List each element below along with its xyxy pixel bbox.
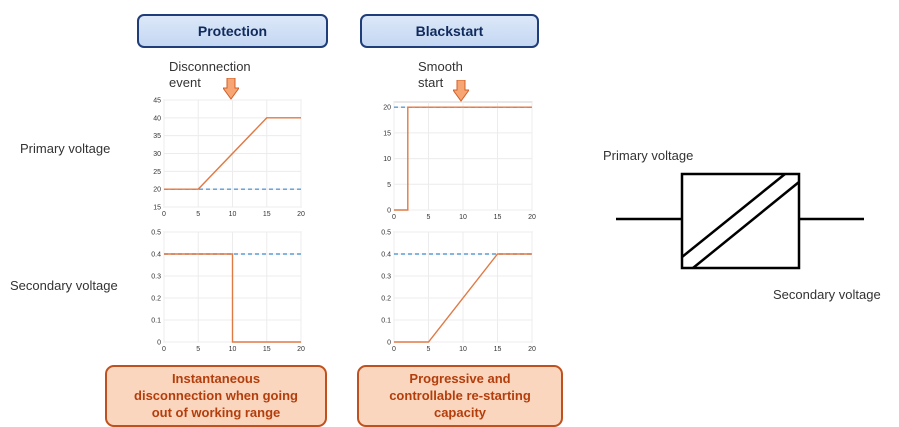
y-tick-label: 0.1 — [151, 318, 161, 325]
y-tick-label: 0 — [387, 340, 391, 347]
y-tick-label: 0.3 — [151, 274, 161, 281]
x-tick-label: 10 — [229, 346, 237, 353]
protection-footer: Instantaneous disconnection when going o… — [105, 365, 327, 427]
symbol-secondary-voltage-label: Secondary voltage — [773, 287, 881, 302]
x-tick-label: 0 — [162, 211, 166, 218]
blackstart-secondary-voltage-chart: 0 5 10 15 20 0 0.1 0.2 0.3 0.4 0.5 — [381, 230, 536, 354]
converter-symbol-icon — [616, 172, 864, 270]
signal-line — [164, 117, 301, 190]
blackstart-header-label: Blackstart — [415, 23, 484, 39]
y-tick-label: 15 — [383, 130, 391, 137]
blackstart-primary-voltage-chart: 0 5 10 15 20 0 5 10 15 20 — [383, 101, 536, 221]
x-tick-label: 20 — [297, 346, 305, 353]
blackstart-footer-line2: controllable re-starting — [389, 388, 531, 403]
x-tick-label: 0 — [392, 346, 396, 353]
secondary-voltage-row-label: Secondary voltage — [10, 278, 118, 293]
protection-header-label: Protection — [197, 23, 268, 39]
disconnection-annotation-line2: event — [169, 75, 201, 90]
y-tick-label: 0.4 — [151, 252, 161, 259]
y-tick-label: 0.5 — [151, 230, 161, 237]
symbol-diagonal-1 — [681, 173, 786, 258]
x-tick-label: 15 — [263, 346, 271, 353]
y-tick-label: 0 — [157, 340, 161, 347]
x-tick-label: 10 — [459, 214, 467, 221]
x-tick-label: 20 — [297, 211, 305, 218]
disconnection-annotation-line1: Disconnection — [169, 59, 251, 74]
symbol-box — [680, 172, 801, 270]
y-tick-label: 0 — [387, 208, 391, 215]
y-tick-label: 25 — [153, 169, 161, 176]
x-tick-label: 0 — [392, 214, 396, 221]
protection-footer-line1: Instantaneous — [171, 371, 261, 386]
protection-primary-voltage-chart: 0 5 10 15 20 15 20 25 30 35 40 45 — [153, 98, 305, 219]
signal-line — [394, 253, 532, 343]
x-tick-label: 10 — [459, 346, 467, 353]
x-tick-label: 15 — [263, 211, 271, 218]
y-tick-label: 45 — [153, 98, 161, 105]
y-tick-label: 20 — [383, 105, 391, 112]
x-tick-label: 0 — [162, 346, 166, 353]
x-tick-label: 20 — [528, 214, 536, 221]
y-tick-label: 30 — [153, 151, 161, 158]
signal-line — [394, 106, 532, 211]
primary-voltage-row-label: Primary voltage — [20, 141, 111, 156]
y-tick-label: 40 — [153, 115, 161, 122]
symbol-primary-voltage-label: Primary voltage — [603, 148, 694, 163]
disconnection-annotation: Disconnection event — [169, 59, 251, 91]
y-tick-label: 0.3 — [381, 274, 391, 281]
x-tick-label: 20 — [528, 346, 536, 353]
protection-footer-line3: out of working range — [151, 405, 281, 420]
smooth-start-annotation-line2: start — [418, 75, 444, 90]
x-tick-label: 10 — [229, 211, 237, 218]
blackstart-footer: Progressive and controllable re-starting… — [357, 365, 563, 427]
disconnection-arrow-icon — [223, 78, 239, 100]
y-tick-label: 15 — [153, 205, 161, 212]
y-tick-label: 35 — [153, 133, 161, 140]
y-tick-label: 5 — [387, 182, 391, 189]
y-tick-label: 10 — [383, 156, 391, 163]
smooth-start-annotation-line1: Smooth — [418, 59, 463, 74]
x-tick-label: 5 — [196, 346, 200, 353]
x-tick-label: 15 — [494, 346, 502, 353]
y-tick-label: 0.1 — [381, 318, 391, 325]
y-tick-label: 0.2 — [381, 296, 391, 303]
protection-header: Protection — [137, 14, 328, 48]
y-tick-label: 0.4 — [381, 252, 391, 259]
protection-footer-line2: disconnection when going — [134, 388, 298, 403]
y-tick-label: 0.5 — [381, 230, 391, 237]
blackstart-header: Blackstart — [360, 14, 539, 48]
smooth-start-annotation: Smooth start — [418, 59, 463, 91]
protection-secondary-voltage-chart: 0 5 10 15 20 0 0.1 0.2 0.3 0.4 0.5 — [151, 230, 305, 354]
blackstart-footer-line3: capacity — [433, 405, 487, 420]
signal-line — [164, 253, 301, 343]
smooth-start-arrow-icon — [453, 80, 469, 102]
x-tick-label: 15 — [494, 214, 502, 221]
y-tick-label: 0.2 — [151, 296, 161, 303]
blackstart-footer-line1: Progressive and — [409, 371, 511, 386]
x-tick-label: 5 — [196, 211, 200, 218]
symbol-diagonal-2 — [692, 181, 800, 269]
x-tick-label: 5 — [427, 346, 431, 353]
x-tick-label: 5 — [427, 214, 431, 221]
y-tick-label: 20 — [153, 187, 161, 194]
